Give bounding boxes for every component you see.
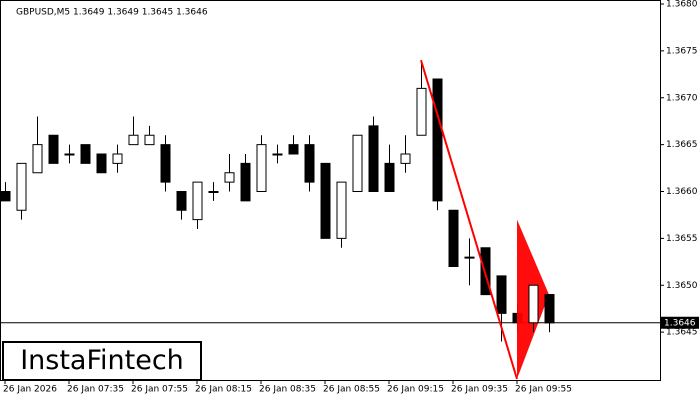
bear-candle [160,144,171,183]
y-tick-label: 1.3660 [666,187,698,197]
bear-candle [96,153,107,174]
x-tick-label: 26 Jan 08:35 [259,385,316,395]
bull-candle [32,144,43,174]
y-tick-label: 1.3670 [666,93,698,103]
bear-candle [240,162,251,202]
x-tick-label: 26 Jan 08:55 [323,385,380,395]
current-price-label: 1.3646 [664,318,696,328]
bull-candle [352,134,363,192]
chart-title: GBPUSD,M5 1.3649 1.3649 1.3645 1.3646 [16,8,208,18]
bear-candle [384,162,395,192]
bear-candle [176,191,187,211]
plot-frame [0,0,661,381]
y-tick-label: 1.3655 [666,234,698,244]
bear-candle [448,209,459,267]
x-tick-label: 26 Jan 07:35 [67,385,124,395]
bear-candle [320,162,331,239]
x-tick-label: 26 Jan 07:55 [131,385,188,395]
bull-candle [192,181,203,221]
bull-candle [528,284,539,324]
y-tick-label: 1.3665 [666,140,698,150]
bull-candle [112,153,123,164]
bear-candle [0,191,11,202]
y-tick-label: 1.3675 [666,46,698,56]
bear-candle [368,125,379,192]
bull-candle [336,181,347,239]
bull-candle [272,153,283,156]
x-tick-label: 26 Jan 09:35 [451,385,508,395]
bull-candle [256,144,267,192]
bull-candle [208,191,219,193]
pattern-pole [420,59,518,380]
current-price-box [661,316,699,329]
bear-candle [544,294,555,324]
x-tick-label: 26 Jan 09:15 [387,385,444,395]
bull-candle [416,87,427,136]
bull-candle [128,134,139,146]
x-tick-label: 26 Jan 09:55 [515,385,572,395]
bull-candle [64,153,75,156]
bear-candle [496,275,507,314]
y-tick-label: 1.3680 [666,0,698,10]
x-tick-label: 26 Jan 08:15 [195,385,252,395]
bear-candle [432,78,443,202]
y-tick-label: 1.3645 [666,328,698,338]
bull-candle [16,162,27,211]
bear-candle [304,144,315,183]
bear-candle [288,144,299,155]
x-tick-label: 26 Jan 2026 [3,385,57,395]
y-tick-label: 1.3650 [666,281,698,291]
bull-candle [224,172,235,183]
bull-candle [400,153,411,164]
bull-candle [464,256,475,259]
bear-candle [48,134,59,164]
bull-candle [144,134,155,146]
bear-candle [80,144,91,164]
logo: InstaFintech [2,341,202,381]
